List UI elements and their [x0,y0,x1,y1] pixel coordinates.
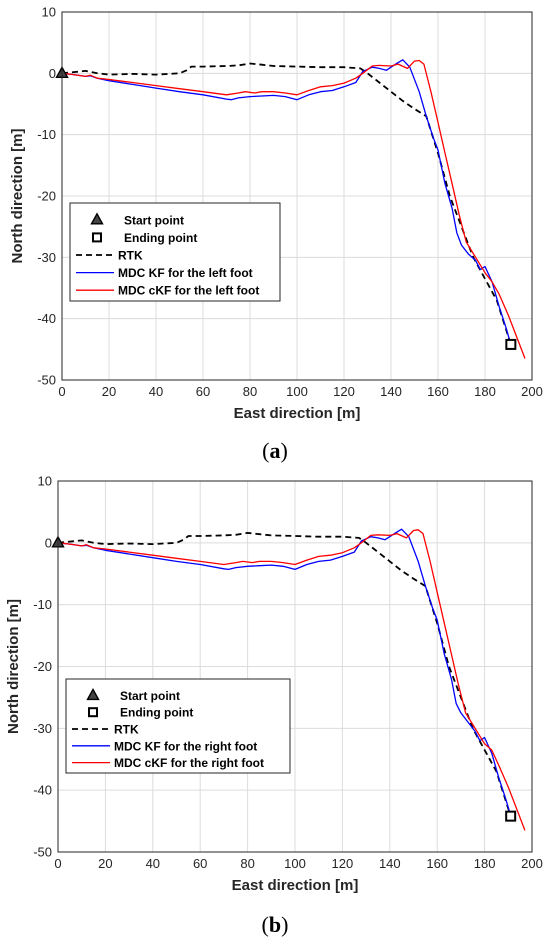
y-axis-label: North direction [m] [9,129,26,264]
series-line-0 [61,62,512,345]
y-tick-label: -10 [33,597,52,612]
x-tick-label: 200 [521,384,543,399]
legend-label: MDC KF for the right foot [114,739,257,753]
y-tick-label: 10 [38,474,52,489]
legend-symbol-end [88,707,98,718]
x-tick-label: 20 [102,384,116,399]
legend: Start point Ending point RTK MDC KF for the… [69,202,281,302]
y-tick-label: 10 [42,5,56,20]
legend-symbol-start [90,212,104,225]
x-tick-label: 20 [98,856,112,871]
x-tick-label: 0 [58,384,65,399]
axes-box [61,11,533,381]
legend-label: Start point [124,213,184,227]
series-line-1 [57,528,512,817]
y-tick-label: -30 [33,721,52,736]
chart-panel-a: 0 20 40 60 80 100 120 140 160 180 200100-10-20-30-… [9,5,543,464]
x-tick-label: 160 [427,384,449,399]
ending-point-marker [505,338,517,350]
x-tick-label: 40 [149,384,163,399]
series-line-2 [61,59,526,359]
x-tick-label: 40 [146,856,160,871]
legend-box [65,678,291,774]
y-tick-label: -20 [37,189,56,204]
y-tick-label: -20 [33,659,52,674]
x-tick-label: 140 [379,856,401,871]
y-tick-label: 0 [49,66,56,81]
x-tick-label: 120 [332,856,354,871]
x-tick-label: 100 [286,384,308,399]
series-line-0 [57,532,512,817]
x-tick-label: 180 [474,384,496,399]
x-tick-label: 60 [196,384,210,399]
x-tick-label: 120 [333,384,355,399]
legend-label: MDC cKF for the left foot [118,284,259,298]
x-axis-label: East direction [m] [232,877,359,894]
x-tick-label: 180 [474,856,496,871]
y-tick-label: -40 [33,783,52,798]
x-tick-label: 200 [521,856,543,871]
legend-label: RTK [114,723,139,737]
legend-label: Start point [120,689,180,703]
legend-label: RTK [118,249,143,263]
ending-point-marker [505,810,517,822]
legend-symbol-start [86,687,100,701]
legend: Start point Ending point RTK MDC KF for the… [65,678,291,774]
x-tick-label: 60 [193,856,207,871]
x-tick-label: 80 [240,856,254,871]
y-axis-label: North direction [m] [5,599,22,734]
legend-symbol-end [92,232,102,243]
x-tick-label: 0 [54,856,61,871]
chart-panel-b: 0 20 40 60 80 100 120 140 160 180 200100-10-20-30-… [5,474,543,938]
series-line-1 [61,59,512,345]
legend-box [69,202,281,302]
series-line-2 [57,529,526,831]
legend-label: MDC cKF for the right foot [114,756,264,770]
y-tick-label: -30 [37,250,56,265]
x-tick-label: 160 [426,856,448,871]
legend-label: Ending point [124,231,197,245]
y-tick-label: 0 [45,535,52,550]
legend-label: Ending point [120,706,193,720]
y-tick-label: -50 [37,373,56,388]
x-tick-label: 140 [380,384,402,399]
y-tick-label: -50 [33,845,52,860]
panel-caption: (b) [262,912,289,937]
x-tick-label: 100 [284,856,306,871]
axes-box [57,480,533,853]
legend-label: MDC KF for the left foot [118,266,253,280]
y-tick-label: -10 [37,127,56,142]
x-axis-label: East direction [m] [234,405,361,422]
y-tick-label: -40 [37,311,56,326]
panel-caption: (a) [262,438,288,463]
x-tick-label: 80 [243,384,257,399]
